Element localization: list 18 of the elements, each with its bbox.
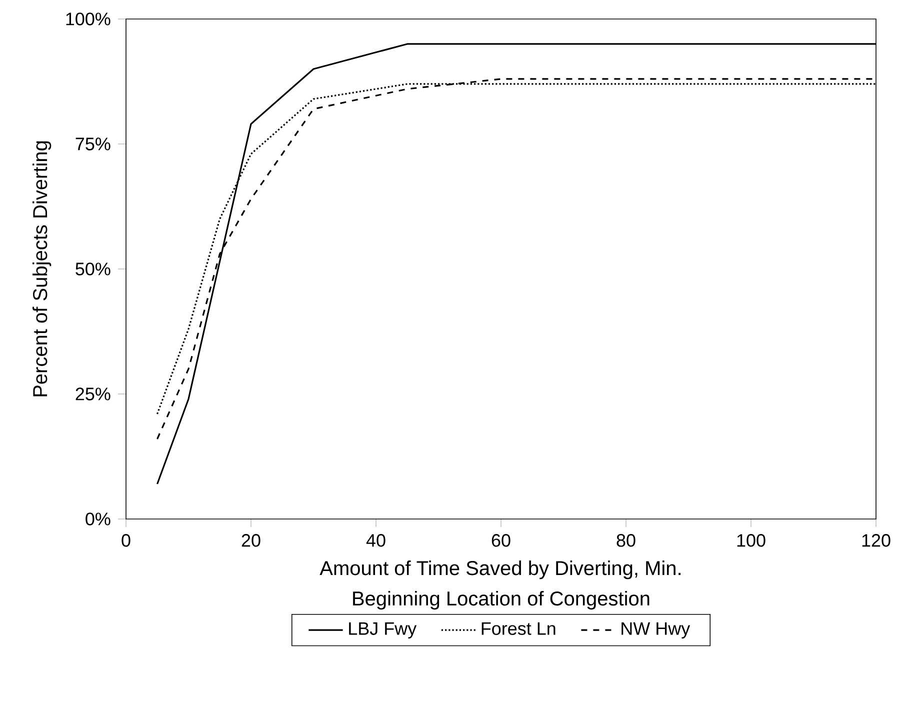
x-tick-label: 0 [122,534,130,547]
x-tick-label: 100 [737,534,766,547]
y-axis-title: Percent of Subjects Diverting [32,141,52,396]
legend-label: LBJ Fwy [349,622,417,639]
x-tick-label: 20 [242,534,260,547]
legend-label: Forest Ln [482,622,556,635]
x-tick-label: 80 [616,534,636,547]
x-tick-label: 40 [366,534,386,547]
legend-title: Beginning Location of Congestion [353,590,650,610]
y-tick-label: 25% [76,388,110,400]
x-tick-label: 60 [492,534,510,547]
y-tick-label: 100% [66,12,110,26]
y-tick-label: 0% [86,512,110,526]
y-tick-label: 75% [76,138,110,150]
x-axis-title: Amount of Time Saved by Diverting, Min. [320,560,680,580]
legend-label: NW Hwy [622,622,690,639]
x-tick-label: 120 [862,534,890,547]
y-tick-label: 50% [76,262,110,276]
